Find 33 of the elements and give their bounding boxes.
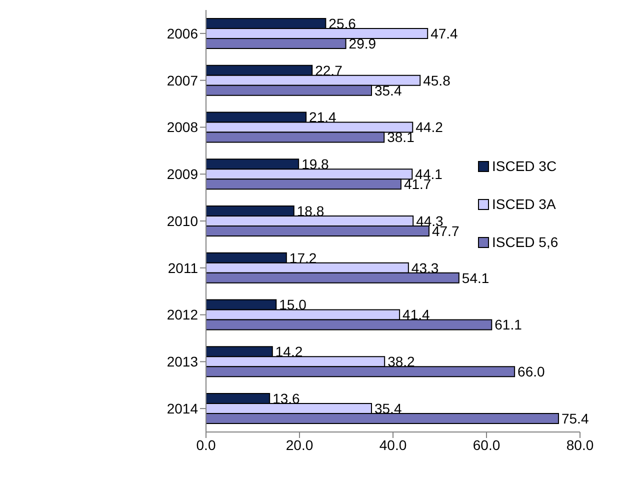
y-tick-label: 2012 [166, 306, 198, 323]
data-label: 29.9 [348, 35, 376, 52]
legend-label: ISCED 5,6 [492, 234, 558, 250]
data-label: 44.2 [416, 119, 444, 136]
y-tick-label: 2010 [166, 212, 198, 229]
data-label: 61.1 [494, 316, 522, 333]
data-label: 45.8 [423, 72, 451, 88]
x-tick-label: 60.0 [472, 436, 500, 453]
data-label: 54.1 [462, 270, 490, 286]
legend-label: ISCED 3A [492, 196, 556, 212]
data-label: 21.4 [309, 109, 337, 126]
x-tick-label: 20.0 [286, 436, 314, 453]
y-tick-label: 2008 [166, 119, 198, 136]
data-label: 41.4 [402, 306, 430, 323]
data-label: 75.4 [561, 410, 589, 427]
y-tick-label: 2006 [166, 25, 198, 42]
data-label: 66.0 [518, 364, 546, 380]
legend-label: ISCED 3C [492, 158, 557, 174]
data-label: 38.1 [387, 129, 415, 146]
y-tick-label: 2011 [168, 260, 198, 276]
data-label: 38.2 [388, 354, 416, 370]
y-tick-label: 2007 [166, 72, 198, 88]
x-tick-label: 0.0 [196, 436, 216, 453]
y-tick-label: 2009 [166, 166, 198, 182]
data-label: 19.8 [302, 156, 330, 172]
x-tick-label: 80.0 [566, 436, 594, 453]
x-tick-label: 40.0 [379, 436, 407, 453]
data-label: 35.4 [374, 82, 402, 98]
y-tick-label: 2014 [166, 400, 198, 417]
data-label: 14.2 [275, 344, 303, 360]
data-label: 47.4 [430, 25, 458, 42]
data-label: 15.0 [279, 296, 307, 313]
y-tick-label: 2013 [166, 354, 198, 370]
